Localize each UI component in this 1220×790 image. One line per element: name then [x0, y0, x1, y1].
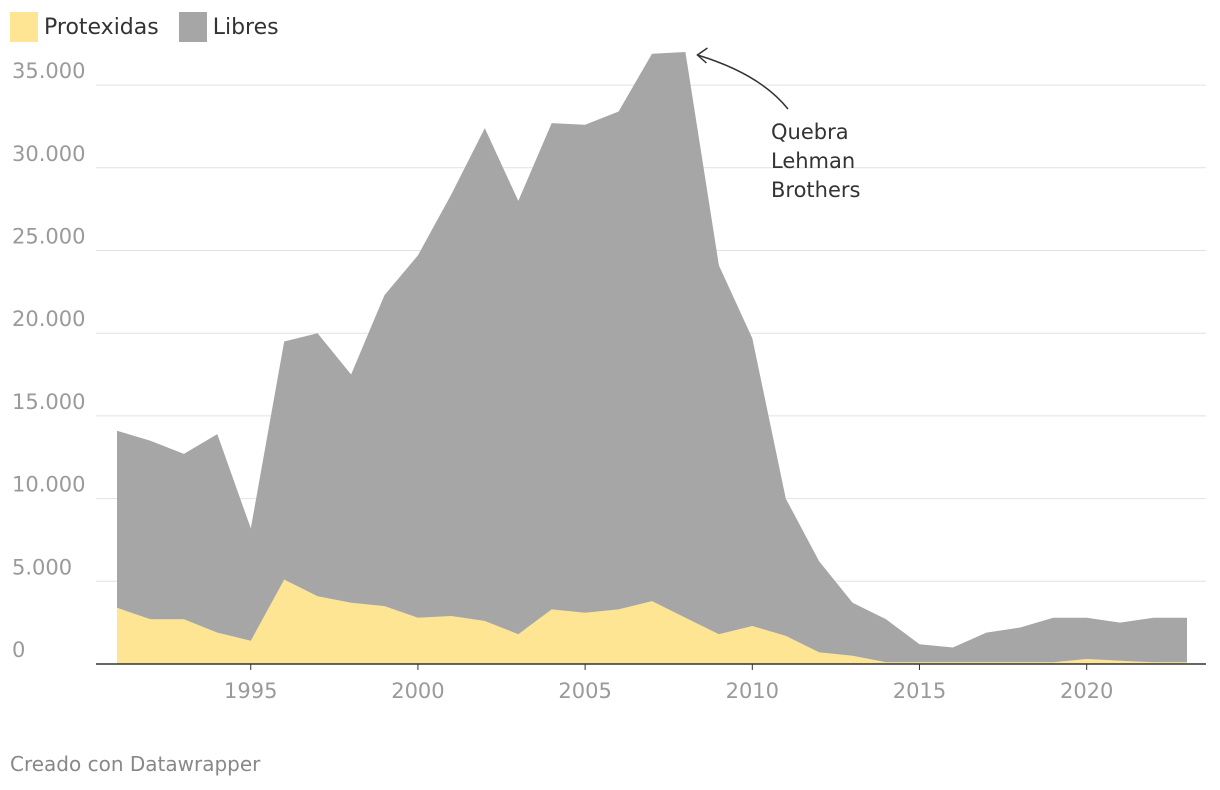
x-tick-label: 2005: [558, 679, 611, 703]
area-protexidas: [117, 579, 1187, 664]
legend: Protexidas Libres: [10, 10, 299, 44]
x-tick-label: 2000: [391, 679, 444, 703]
annotation-arrow: [697, 54, 789, 110]
legend-item-protexidas: Protexidas: [10, 12, 159, 42]
legend-label-libres: Libres: [212, 14, 279, 40]
y-tick-label: 20.000: [12, 307, 85, 331]
footer-credit: Creado con Datawrapper: [10, 752, 261, 776]
y-tick-label: 15.000: [12, 390, 85, 414]
x-tick-label: 2015: [893, 679, 946, 703]
annotation-text-line: Lehman: [771, 149, 855, 173]
legend-swatch-libres: [178, 12, 207, 42]
y-tick-label: 25.000: [12, 224, 85, 248]
axes: 0 5.000 10.000 15.000 20.000 25.000 30.000 35.0…: [12, 59, 1206, 703]
legend-swatch-protexidas: [10, 12, 38, 42]
annotation-text-line: Brothers: [771, 178, 860, 202]
annotation-text-line: Quebra: [771, 120, 849, 144]
y-tick-label: 10.000: [12, 473, 85, 497]
x-tick-label: 2010: [726, 679, 779, 703]
area-libres: [117, 52, 1187, 663]
legend-item-libres: Libres: [178, 12, 279, 42]
legend-label-protexidas: Protexidas: [44, 14, 159, 40]
y-tick-label: 35.000: [12, 59, 85, 83]
y-tick-label: 5.000: [12, 555, 72, 579]
annotation-arrowhead: [696, 47, 708, 64]
x-tick-label: 2020: [1060, 679, 1113, 703]
y-tick-label: 30.000: [12, 142, 85, 166]
annotation: Quebra Lehman Brothers: [696, 47, 860, 202]
x-tick-label: 1995: [224, 679, 277, 703]
y-tick-label: 0: [12, 638, 25, 662]
areas: [117, 52, 1187, 664]
